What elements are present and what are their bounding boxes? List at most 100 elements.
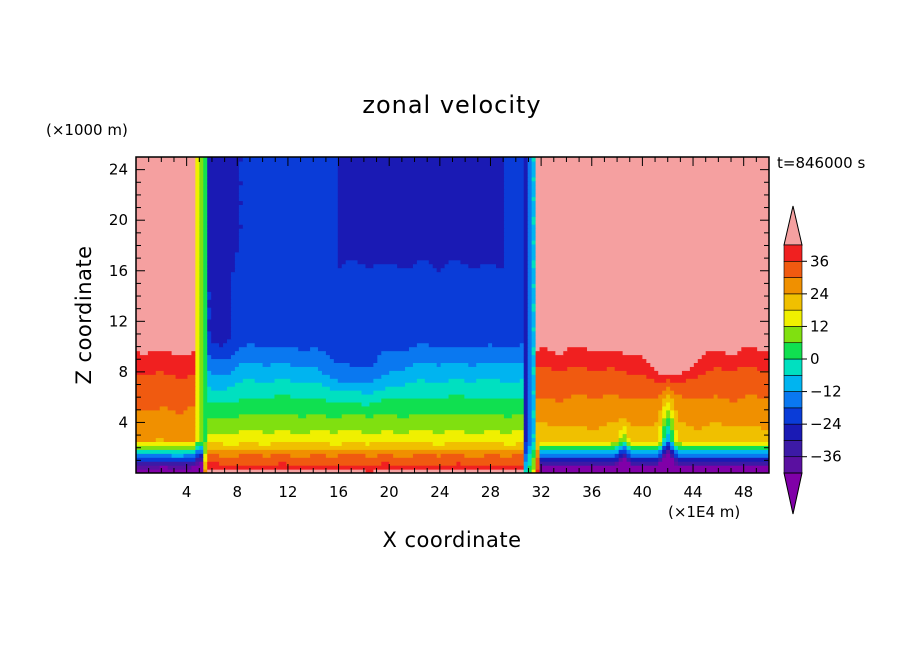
colorbar-label: −12 [810,383,842,401]
contour-cell [531,469,537,473]
contour-cell [527,220,533,225]
contour-cell [207,204,240,209]
contour-cell [203,437,208,442]
contour-cell [523,216,529,221]
contour-cell [203,409,525,415]
contour-cell [531,279,537,284]
contour-cell [693,425,703,431]
contour-cell [416,259,430,265]
contour-cell [207,429,240,435]
contour-cell [527,168,533,174]
contour-cell [535,401,663,407]
contour-cell [535,405,663,411]
contour-cell [242,200,339,205]
contour-cell [745,394,758,399]
contour-cell [270,362,291,367]
contour-cell [630,421,655,427]
contour-cell [535,465,541,470]
contour-cell [238,196,339,202]
contour-cell [199,251,204,257]
contour-cell [535,362,651,367]
contour-cell [658,461,675,466]
contour-cell [238,172,339,178]
contour-cell [535,386,667,391]
contour-cell [381,397,525,403]
contour-cell [203,157,208,162]
contour-cell [535,433,620,439]
contour-cell [662,429,667,435]
contour-cell [310,429,331,435]
contour-cell [531,247,537,253]
contour-cell [242,157,339,162]
contour-cell [207,196,240,202]
contour-cell [757,366,769,371]
contour-cell [203,180,208,186]
contour-cell [531,465,537,470]
contour-cell [519,342,525,348]
contour-cell [737,397,769,403]
contour-cell [203,354,208,360]
contour-cell [147,350,173,356]
contour-cell [199,413,204,419]
contour-cell [242,378,256,383]
contour-cell [337,239,505,245]
contour-cell [535,204,769,209]
contour-cell [563,350,624,356]
contour-cell [666,413,671,419]
contour-cell [587,366,608,371]
contour-cell [523,172,529,178]
contour-cell [195,425,200,431]
contour-cell [626,437,632,442]
contour-cell [531,342,537,348]
contour-cell [136,259,196,265]
contour-cell [503,413,513,419]
contour-cell [436,267,442,273]
x-axis-ticks: 4 8 12 16 20 24 28 32 36 40 44 48 [148,157,757,501]
contour-cell [535,346,541,352]
contour-cell [531,188,537,194]
contour-cell [535,228,769,233]
contour-cell [136,184,196,190]
contour-cell [523,220,529,225]
contour-cell [337,208,505,213]
contour-cell [658,409,663,415]
contour-cell [325,413,343,419]
contour-cell [171,350,192,356]
contour-cell [195,449,204,454]
contour-cell [531,437,537,442]
contour-cell [195,172,200,178]
contour-cell [535,303,769,308]
contour-cell [290,429,311,435]
contour-cell [674,405,769,411]
contour-cell [203,204,208,209]
contour-cell [195,461,200,466]
contour-cell [203,465,208,470]
contour-cell [199,366,204,371]
contour-cell [238,239,339,245]
contour-cell [503,243,525,249]
contour-cell [587,346,742,352]
contour-cell [511,453,525,458]
contour-cell [685,378,769,383]
contour-cell [527,196,533,202]
contour-cell [531,358,537,363]
contour-cell [195,409,200,415]
contour-cell [207,386,212,391]
contour-cell [203,228,208,233]
contour-cell [678,429,769,435]
contour-cell [630,441,659,446]
contour-cell [365,263,374,269]
contour-cell [622,441,628,446]
contour-cell [207,461,220,466]
contour-cell [626,445,632,450]
contour-cell [674,433,679,439]
contour-cell [408,429,434,435]
contour-cell [207,421,525,427]
contour-cell [207,318,232,324]
contour-cell [587,394,604,399]
contour-cell [195,330,200,336]
colorbar-band [783,456,803,474]
contour-cell [598,425,624,431]
contour-cell [662,390,675,395]
contour-cell [337,180,505,186]
